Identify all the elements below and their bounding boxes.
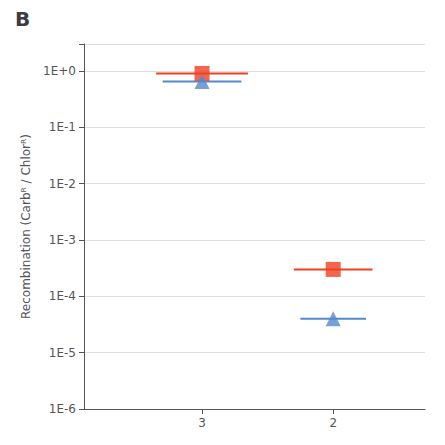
svg-text:1E-1: 1E-1: [49, 120, 76, 134]
svg-text:1E-3: 1E-3: [49, 233, 76, 247]
svg-text:1E-5: 1E-5: [49, 346, 76, 360]
svg-text:1E-6: 1E-6: [49, 402, 76, 416]
svg-text:3: 3: [198, 416, 206, 430]
svg-text:B: B: [15, 7, 30, 31]
svg-text:1E-4: 1E-4: [49, 289, 76, 303]
svg-text:2: 2: [329, 416, 337, 430]
svg-text:Recombination (Carbᴿ / Chlorᴿ): Recombination (Carbᴿ / Chlorᴿ): [19, 134, 33, 319]
svg-text:1E+0: 1E+0: [43, 64, 76, 78]
svg-text:1E-2: 1E-2: [49, 177, 76, 191]
